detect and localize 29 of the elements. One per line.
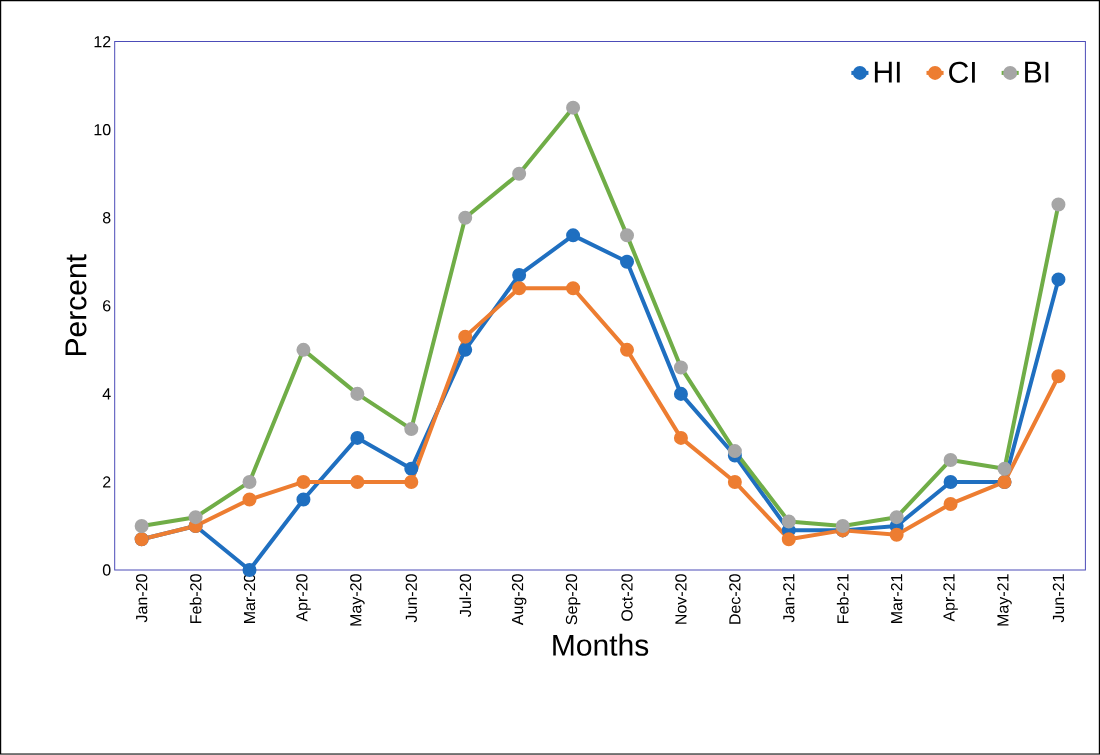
x-tick-label: Mar-21 — [890, 574, 903, 624]
x-tick-label: Apr-20 — [296, 574, 311, 622]
x-tick-label: May-21 — [997, 574, 1012, 626]
y-tick-label: 4 — [102, 388, 111, 400]
x-tick-label: Nov-20 — [675, 574, 687, 624]
y-tick-label: 6 — [103, 300, 111, 312]
y-tick-label: 10 — [94, 124, 111, 136]
y-tick-label: 0 — [102, 564, 111, 576]
x-tick-label: Jul-20 — [459, 574, 472, 618]
x-axis-title: Months — [553, 633, 649, 656]
x-tick-label: Jan-21 — [783, 574, 795, 623]
x-tick-label: Apr-21 — [943, 574, 958, 622]
x-tick-label: Jan-20 — [135, 574, 148, 623]
legend-label: HI — [874, 61, 900, 83]
y-tick-label: 12 — [94, 36, 111, 48]
x-tick-label: May-20 — [350, 574, 365, 626]
x-tick-label: Oct-20 — [621, 574, 633, 621]
x-tick-label: Jun-20 — [405, 574, 417, 623]
legend-label: BI — [1025, 61, 1049, 83]
x-tick-label: Dec-20 — [729, 574, 741, 624]
x-tick-label: Sep-20 — [565, 574, 581, 625]
x-tick-label: Jun-21 — [1052, 574, 1065, 623]
y-tick-label: 2 — [103, 476, 111, 488]
x-tick-label: Feb-20 — [189, 574, 202, 624]
legend-label: CI — [949, 61, 975, 84]
y-axis-title: Percent — [65, 254, 87, 356]
y-tick-label: 8 — [102, 212, 111, 224]
x-tick-label: Feb-21 — [836, 574, 849, 624]
x-tick-label: Aug-20 — [511, 574, 527, 626]
